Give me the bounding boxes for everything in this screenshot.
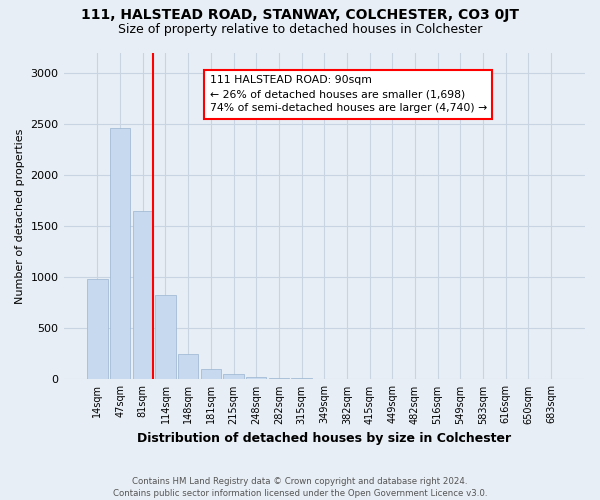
X-axis label: Distribution of detached houses by size in Colchester: Distribution of detached houses by size …: [137, 432, 511, 445]
Bar: [200, 369, 221, 380]
Bar: [314, 379, 334, 380]
Bar: [87, 280, 107, 380]
Bar: [155, 294, 176, 380]
Text: 111, HALSTEAD ROAD, STANWAY, COLCHESTER, CO3 0JT: 111, HALSTEAD ROAD, STANWAY, COLCHESTER,…: [81, 8, 519, 22]
Bar: [269, 378, 289, 380]
Text: Contains HM Land Registry data © Crown copyright and database right 2024.
Contai: Contains HM Land Registry data © Crown c…: [113, 476, 487, 498]
Bar: [110, 128, 130, 380]
Bar: [223, 374, 244, 380]
Text: 111 HALSTEAD ROAD: 90sqm
← 26% of detached houses are smaller (1,698)
74% of sem: 111 HALSTEAD ROAD: 90sqm ← 26% of detach…: [209, 76, 487, 114]
Bar: [178, 354, 199, 380]
Text: Size of property relative to detached houses in Colchester: Size of property relative to detached ho…: [118, 22, 482, 36]
Bar: [133, 211, 153, 380]
Bar: [292, 378, 312, 380]
Bar: [246, 378, 266, 380]
Y-axis label: Number of detached properties: Number of detached properties: [15, 128, 25, 304]
